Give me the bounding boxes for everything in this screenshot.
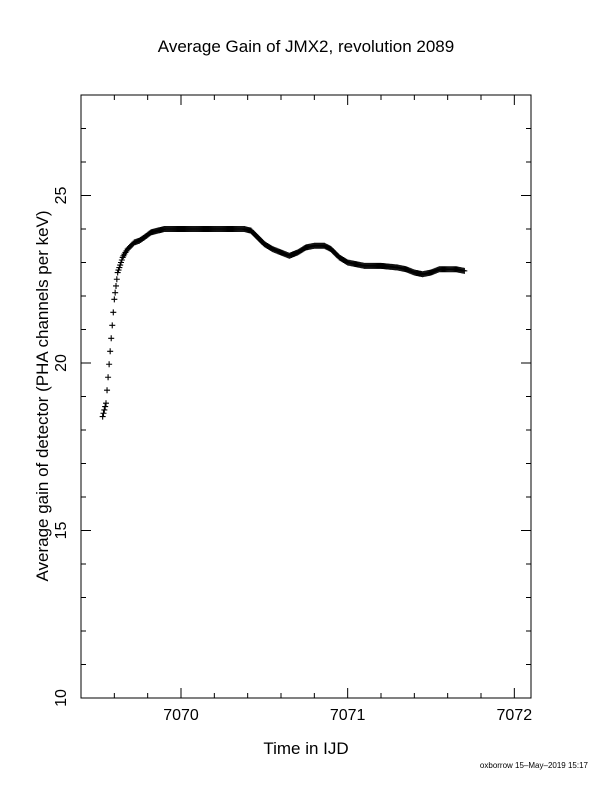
- x-tick-labels: 7070 7071 7072: [163, 707, 532, 724]
- data-points: [99, 226, 468, 420]
- data-point: [102, 403, 109, 410]
- data-point: [111, 296, 118, 303]
- y-tick-labels: 10 15 20 25: [53, 187, 70, 707]
- x-tick-label: 7071: [330, 707, 366, 724]
- data-point: [113, 282, 119, 289]
- data-point: [101, 406, 108, 413]
- data-point: [112, 289, 119, 296]
- chart-title: Average Gain of JMX2, revolution 2089: [158, 37, 454, 56]
- data-point: [106, 361, 113, 368]
- plot-frame: [80, 94, 532, 699]
- axis-ticks: [81, 94, 531, 699]
- y-tick-label: 10: [53, 689, 70, 707]
- data-point: [105, 374, 112, 381]
- footer-credit: oxborrow 15–May–2019 15:17: [480, 761, 589, 770]
- x-tick-label: 7072: [497, 707, 533, 724]
- data-point: [103, 400, 109, 407]
- data-point: [108, 335, 115, 342]
- y-tick-label: 20: [53, 354, 70, 372]
- y-axis-label: Average gain of detector (PHA channels p…: [33, 210, 52, 581]
- data-point: [104, 387, 111, 394]
- y-tick-label: 15: [53, 522, 70, 540]
- data-point: [107, 348, 114, 355]
- data-point: [110, 309, 117, 316]
- data-point: [99, 413, 106, 420]
- x-tick-label: 7070: [163, 707, 199, 724]
- data-point: [109, 322, 116, 329]
- x-axis-label: Time in IJD: [263, 739, 348, 758]
- y-tick-label: 25: [53, 187, 70, 205]
- data-point: [100, 410, 107, 417]
- data-point: [461, 267, 468, 274]
- data-point: [113, 276, 120, 283]
